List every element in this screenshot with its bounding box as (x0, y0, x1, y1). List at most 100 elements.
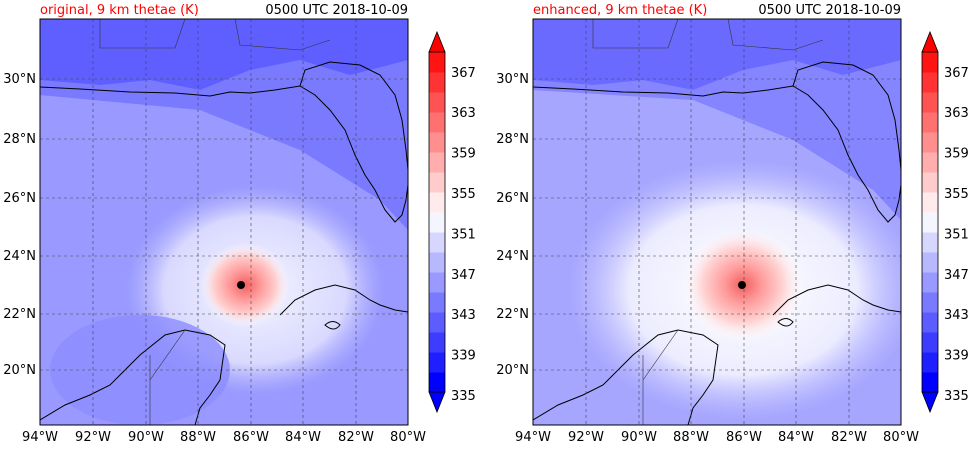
left-panel: original, 9 km thetae (K) 0500 UTC 2018-… (3, 3, 476, 445)
lat-tick: 24°N (3, 249, 36, 264)
lon-tick: 80°W (883, 430, 919, 445)
thetae-map: 94°W 92°W 90°W 88°W 86°W 84°W 82°W 80°W … (496, 18, 969, 445)
lat-tick: 28°N (496, 132, 529, 147)
colorbar-extend-max (428, 30, 446, 53)
lon-tick: 86°W (233, 430, 269, 445)
colorbar-bin (922, 352, 938, 373)
lat-tick-labels: 20°N 22°N 24°N 26°N 28°N 30°N (3, 72, 36, 378)
colorbar-bin (429, 132, 445, 153)
colorbar-bin (429, 172, 445, 193)
lat-tick: 26°N (3, 191, 36, 206)
colorbar-bin (429, 112, 445, 133)
colorbar-bin (922, 332, 938, 353)
coastlines (533, 61, 901, 425)
lon-tick: 88°W (673, 430, 709, 445)
lat-tick: 30°N (3, 72, 36, 87)
lat-tick: 28°N (3, 132, 36, 147)
colorbar-bin (429, 372, 445, 393)
colorbar-frame (428, 51, 446, 393)
lat-tick: 20°N (3, 363, 36, 378)
lon-tick: 88°W (180, 430, 216, 445)
colorbar-tick-label: 347 (944, 268, 969, 283)
panel-title: original, 9 km thetae (K) (40, 3, 199, 18)
gridlines (533, 19, 901, 425)
lon-tick: 94°W (515, 430, 551, 445)
colorbar-tick-label: 367 (944, 66, 969, 81)
lon-tick: 94°W (22, 430, 58, 445)
colorbar-extend-max (921, 30, 939, 53)
lon-tick: 92°W (568, 430, 604, 445)
colorbar-tick-label: 343 (451, 308, 476, 323)
colorbar-bin (922, 192, 938, 213)
gridlines (40, 19, 408, 425)
colorbar-bin (922, 272, 938, 293)
lon-tick: 90°W (621, 430, 657, 445)
field-land-north (533, 19, 901, 90)
lon-tick: 90°W (128, 430, 164, 445)
lon-tick: 84°W (285, 430, 321, 445)
colorbar-bin (922, 52, 938, 73)
lat-tick: 26°N (496, 191, 529, 206)
colorbar-bin (922, 232, 938, 253)
field-yucatan (50, 315, 230, 425)
lat-tick: 22°N (496, 307, 529, 322)
map-frame (532, 18, 902, 426)
thetae-map: 94°W 92°W 90°W 88°W 86°W 84°W 82°W 80°W … (3, 18, 476, 445)
borders (99, 19, 331, 425)
colorbar-tick-label: 355 (944, 187, 969, 202)
lon-tick: 82°W (338, 430, 374, 445)
colorbar-tick-label: 347 (451, 268, 476, 283)
colorbar-bin (429, 92, 445, 113)
lat-tick-labels: 20°N 22°N 24°N 26°N 28°N 30°N (496, 72, 529, 378)
colorbar-bin (429, 152, 445, 173)
colorbar-bin (429, 72, 445, 93)
field-land-north (40, 19, 408, 90)
colorbar-bin (922, 92, 938, 113)
colorbar-tick-label: 335 (451, 389, 476, 404)
lon-tick-labels: 94°W 92°W 90°W 88°W 86°W 84°W 82°W 80°W (22, 430, 426, 445)
colorbar-bin (922, 372, 938, 393)
colorbar-bin (922, 72, 938, 93)
lon-tick: 80°W (390, 430, 426, 445)
lon-tick: 82°W (831, 430, 867, 445)
colorbar-extend-min (921, 391, 939, 414)
panel-time: 0500 UTC 2018-10-09 (265, 3, 408, 18)
colorbar-tick-label: 363 (944, 106, 969, 121)
colorbar-bin (429, 232, 445, 253)
colorbar-tick-label: 363 (451, 106, 476, 121)
colorbar-tick-label: 351 (944, 227, 969, 242)
colorbar-bin (429, 192, 445, 213)
storm-center-marker (237, 281, 245, 289)
lat-tick: 30°N (496, 72, 529, 87)
lat-tick: 20°N (496, 363, 529, 378)
colorbar-tick-label: 359 (451, 147, 476, 162)
map-frame (39, 18, 409, 426)
lat-tick: 24°N (496, 249, 529, 264)
colorbar-bin (922, 112, 938, 133)
colorbar-bin (429, 312, 445, 333)
storm-center-marker (738, 281, 746, 289)
colorbar-bin (922, 172, 938, 193)
colorbar-bin (922, 292, 938, 313)
colorbar-tick-label: 355 (451, 187, 476, 202)
lon-tick-labels: 94°W 92°W 90°W 88°W 86°W 84°W 82°W 80°W (515, 430, 919, 445)
colorbar-tick-label: 351 (451, 227, 476, 242)
lon-tick: 92°W (75, 430, 111, 445)
colorbar-bin (429, 52, 445, 73)
colorbar: 335 339 343 347 351 355 359 363 367 (428, 30, 476, 414)
colorbar-tick-label: 343 (944, 308, 969, 323)
colorbar-bin (429, 292, 445, 313)
lat-tick: 22°N (3, 307, 36, 322)
colorbar-bin (922, 312, 938, 333)
lon-tick: 84°W (778, 430, 814, 445)
lon-tick: 86°W (726, 430, 762, 445)
colorbar-bin (429, 352, 445, 373)
colorbar-tick-label: 367 (451, 66, 476, 81)
colorbar: 335 339 343 347 351 355 359 363 367 (921, 30, 969, 414)
colorbar-bin (922, 132, 938, 153)
colorbar-tick-label: 335 (944, 389, 969, 404)
colorbar-frame (921, 51, 939, 393)
panel-title: enhanced, 9 km thetae (K) (533, 3, 708, 18)
colorbar-bin (922, 152, 938, 173)
panel-time: 0500 UTC 2018-10-09 (758, 3, 901, 18)
